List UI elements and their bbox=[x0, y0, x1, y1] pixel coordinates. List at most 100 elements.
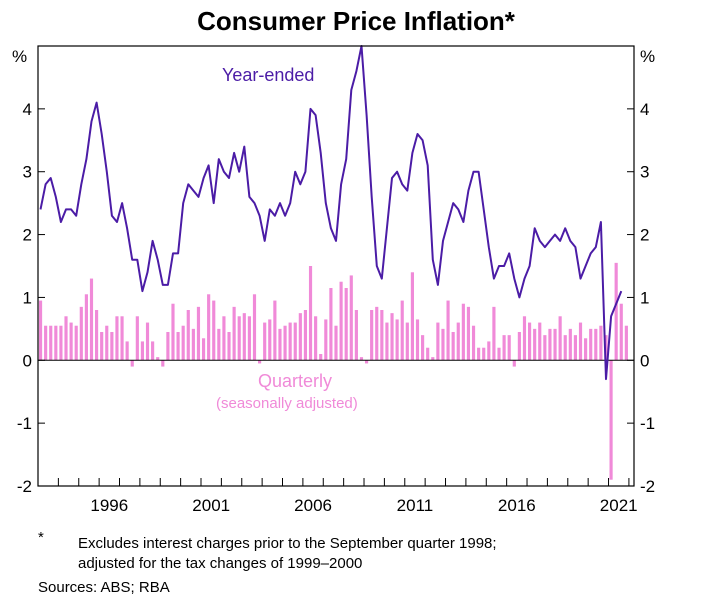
quarterly-bar bbox=[548, 328, 552, 361]
quarterly-bar bbox=[522, 316, 527, 361]
quarterly-bar bbox=[232, 306, 236, 361]
quarterly-bar bbox=[186, 310, 190, 361]
quarterly-bar bbox=[273, 300, 277, 361]
quarterly-bar bbox=[247, 316, 251, 361]
quarterly-label: Quarterly bbox=[258, 371, 332, 391]
quarterly-bar bbox=[543, 335, 547, 361]
quarterly-bar bbox=[89, 278, 94, 361]
quarterly-bar bbox=[191, 328, 195, 361]
quarterly-bar bbox=[283, 325, 287, 361]
quarterly-bar bbox=[329, 288, 333, 361]
quarterly-bar bbox=[181, 325, 185, 361]
quarterly-bar bbox=[130, 360, 134, 367]
footnote-line-1: Excludes interest charges prior to the S… bbox=[78, 535, 497, 552]
quarterly-bar bbox=[349, 275, 353, 361]
x-tick-label: 2006 bbox=[294, 496, 332, 515]
y-tick-label: 0 bbox=[640, 351, 649, 370]
y-tick-label: 1 bbox=[23, 288, 32, 307]
left-unit-label: % bbox=[12, 47, 27, 66]
quarterly-bar bbox=[145, 322, 150, 361]
quarterly-bar bbox=[140, 341, 145, 361]
quarterly-bar bbox=[354, 310, 358, 361]
y-tick-label: 2 bbox=[640, 226, 649, 245]
quarterly-bar bbox=[502, 335, 506, 361]
quarterly-bar bbox=[512, 360, 516, 367]
year-ended-label: Year-ended bbox=[222, 65, 314, 85]
quarterly-bar bbox=[54, 325, 58, 361]
quarterly-bar bbox=[217, 328, 221, 361]
quarterly-bar bbox=[527, 322, 532, 361]
quarterly-bar bbox=[242, 313, 246, 361]
quarterly-bar bbox=[303, 310, 308, 361]
quarterly-bar bbox=[151, 341, 155, 361]
left-y-axis: -2 -1 0 1 2 3 4 bbox=[17, 100, 45, 496]
quarterly-bar bbox=[166, 332, 170, 361]
quarterly-bar bbox=[120, 316, 124, 361]
quarterly-bar bbox=[604, 335, 608, 361]
y-tick-label: -1 bbox=[640, 414, 655, 433]
quarterly-bar bbox=[171, 303, 175, 361]
quarterly-bar bbox=[421, 335, 425, 361]
y-tick-label: -2 bbox=[640, 477, 655, 496]
quarterly-bar bbox=[553, 328, 557, 361]
quarterly-bar bbox=[161, 360, 165, 367]
y-tick-label: 2 bbox=[23, 226, 32, 245]
quarterly-bar bbox=[105, 325, 109, 361]
quarterly-bar bbox=[227, 332, 231, 361]
quarterly-bar bbox=[492, 306, 496, 361]
quarterly-bar bbox=[446, 300, 450, 361]
x-tick-label: 1996 bbox=[90, 496, 128, 515]
quarterly-bar bbox=[563, 335, 567, 361]
quarterly-bar bbox=[288, 322, 292, 361]
y-tick-label: 3 bbox=[23, 163, 32, 182]
quarterly-bar bbox=[456, 322, 460, 361]
quarterly-bar bbox=[385, 322, 389, 361]
x-tick-label: 2011 bbox=[397, 496, 434, 515]
quarterly-bar bbox=[451, 332, 455, 361]
quarterly-bar bbox=[395, 319, 399, 361]
quarterly-bar bbox=[49, 325, 53, 361]
quarterly-bar bbox=[400, 300, 404, 361]
quarterly-bar bbox=[390, 313, 394, 361]
quarterly-bar bbox=[95, 310, 99, 361]
quarterly-bar bbox=[375, 306, 379, 361]
quarterly-bar bbox=[558, 316, 562, 361]
quarterly-bar bbox=[298, 313, 302, 361]
quarterly-bar bbox=[431, 357, 435, 361]
x-axis: 1996 2001 2006 2011 2016 2021 bbox=[37, 478, 638, 515]
quarterly-bar bbox=[125, 341, 129, 361]
right-y-axis: -2 -1 0 1 2 3 4 bbox=[627, 100, 655, 496]
y-tick-label: -2 bbox=[17, 477, 32, 496]
quarterly-bar bbox=[370, 310, 374, 361]
quarterly-bar bbox=[38, 300, 43, 361]
y-tick-label: 0 bbox=[23, 351, 32, 370]
plot-frame bbox=[37, 45, 635, 487]
quarterly-bar bbox=[426, 347, 430, 361]
quarterly-bar bbox=[252, 294, 257, 361]
quarterly-bar bbox=[237, 316, 241, 361]
quarterly-bar bbox=[364, 360, 369, 364]
quarterly-bar bbox=[507, 335, 511, 361]
quarterly-bar bbox=[359, 357, 364, 361]
footnote-marker: * bbox=[38, 529, 44, 546]
quarterly-bar bbox=[308, 266, 313, 361]
quarterly-bar bbox=[497, 347, 501, 361]
year-ended-line bbox=[39, 45, 623, 381]
x-tick-label: 2021 bbox=[600, 496, 638, 515]
quarterly-bar bbox=[278, 328, 282, 361]
chart-title: Consumer Price Inflation* bbox=[197, 6, 515, 36]
quarterly-bar bbox=[84, 294, 88, 361]
quarterly-bar bbox=[568, 328, 572, 361]
quarterly-bar bbox=[79, 306, 83, 361]
y-tick-label: 3 bbox=[640, 163, 649, 182]
quarterly-bar bbox=[263, 322, 267, 361]
quarterly-bar bbox=[59, 325, 63, 361]
quarterly-bar bbox=[578, 322, 583, 361]
quarterly-bar bbox=[415, 319, 420, 361]
quarterly-bar bbox=[461, 303, 465, 361]
quarterly-bar bbox=[466, 306, 471, 361]
quarterly-bar bbox=[609, 360, 613, 480]
quarterly-bar bbox=[74, 325, 78, 361]
quarterly-bar bbox=[410, 272, 414, 361]
